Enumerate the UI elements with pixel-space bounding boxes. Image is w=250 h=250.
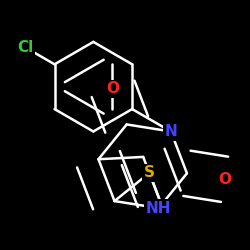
Text: Cl: Cl xyxy=(17,40,34,55)
Text: O: O xyxy=(218,172,231,187)
Text: S: S xyxy=(144,166,155,180)
Text: NH: NH xyxy=(146,200,172,216)
Text: N: N xyxy=(164,124,177,139)
Text: O: O xyxy=(106,82,120,96)
